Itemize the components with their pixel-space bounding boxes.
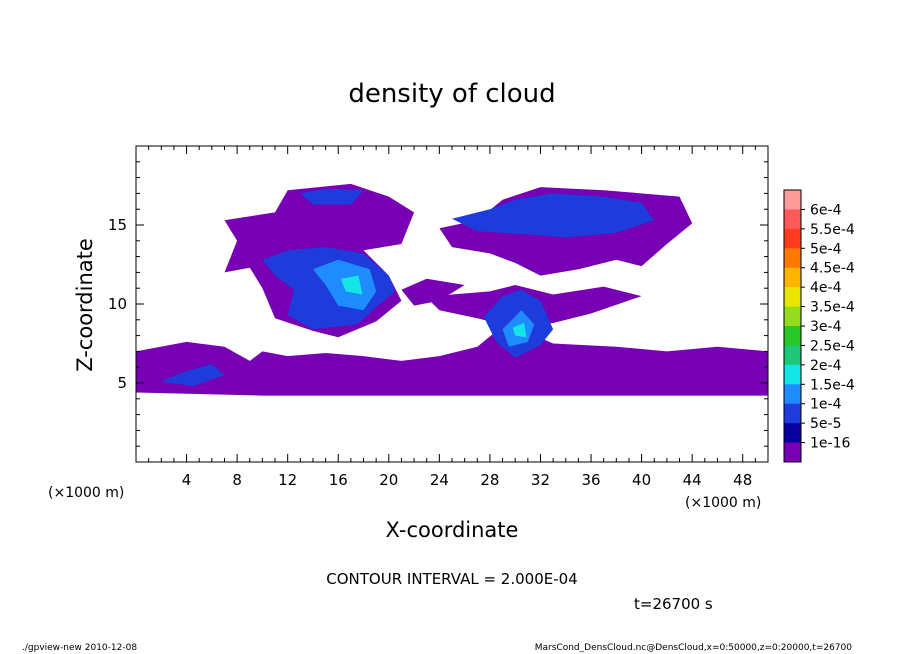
colorbar-label: 1e-16 xyxy=(810,436,850,452)
colorbar-label: 1e-4 xyxy=(810,397,842,413)
x-unit-label-left: (×1000 m) xyxy=(48,485,124,501)
colorbar-swatch xyxy=(784,326,801,346)
contour-regions xyxy=(136,183,768,396)
colorbar-label: 3.5e-4 xyxy=(810,300,855,316)
colorbar-swatch xyxy=(784,267,801,288)
y-axis: 5 10 15 xyxy=(108,161,768,447)
colorbar-swatch xyxy=(784,345,801,366)
colorbar-label: 2.5e-4 xyxy=(810,338,855,354)
colorbar-swatch xyxy=(784,306,801,327)
colorbar: 6e-4 5.5e-4 5e-4 4.5e-4 4e-4 3.5e-4 3e-4 2.5e-4… xyxy=(783,189,855,463)
colorbar-swatch xyxy=(784,403,801,424)
y-axis-label: Z-coordinate xyxy=(73,238,97,372)
x-tick-label: 40 xyxy=(632,471,651,489)
x-axis: 4 8 12 16 20 24 28 32 36 40 44 48 xyxy=(148,146,756,489)
x-tick-label: 20 xyxy=(379,471,398,489)
x-axis-label: X-coordinate xyxy=(386,518,519,542)
colorbar-label: 1.5e-4 xyxy=(810,377,855,393)
contour-region-0-0 xyxy=(136,326,768,396)
colorbar-swatch xyxy=(784,384,801,405)
contour-region-1-3 xyxy=(300,188,364,205)
contour-region-0-4 xyxy=(401,278,465,306)
contour-interval-text: CONTOUR INTERVAL = 2.000E-04 xyxy=(326,570,577,588)
colorbar-swatch xyxy=(784,190,801,210)
colorbar-label: 5e-4 xyxy=(810,241,842,257)
colorbar-label: 3e-4 xyxy=(810,319,842,335)
footer-left-text: ./gpview-new 2010-12-08 xyxy=(22,643,138,653)
y-tick-label: 15 xyxy=(108,216,127,234)
x-tick-label: 28 xyxy=(480,471,499,489)
contour-region-3-0 xyxy=(340,275,363,295)
colorbar-swatch xyxy=(784,287,801,308)
y-tick-label: 5 xyxy=(117,374,127,392)
x-tick-label: 44 xyxy=(683,471,702,489)
chart-title: density of cloud xyxy=(348,79,555,109)
x-unit-label-right: (×1000 m) xyxy=(685,495,761,511)
contour-region-1-1 xyxy=(452,193,655,238)
x-tick-label: 48 xyxy=(733,471,752,489)
colorbar-label: 2e-4 xyxy=(810,358,842,374)
contour-region-3-1 xyxy=(512,323,527,338)
colorbar-label: 5.5e-4 xyxy=(810,222,855,238)
x-tick-label: 16 xyxy=(329,471,348,489)
colorbar-swatch xyxy=(784,423,801,444)
x-tick-label: 8 xyxy=(232,471,242,489)
y-tick-label: 10 xyxy=(108,295,127,313)
colorbar-swatch xyxy=(784,442,801,463)
colorbar-label: 5e-5 xyxy=(810,416,841,432)
x-tick-label: 36 xyxy=(581,471,600,489)
colorbar-swatch xyxy=(784,228,801,249)
colorbar-swatch xyxy=(784,364,801,385)
footer-right-text: MarsCond_DensCloud.nc@DensCloud,x=0:5000… xyxy=(534,643,852,653)
time-label: t=26700 s xyxy=(634,595,713,613)
contour-region-1-4 xyxy=(161,364,225,387)
colorbar-label: 4e-4 xyxy=(810,280,842,296)
x-tick-label: 24 xyxy=(430,471,449,489)
colorbar-label: 4.5e-4 xyxy=(810,261,855,277)
x-tick-label: 12 xyxy=(278,471,297,489)
colorbar-label: 6e-4 xyxy=(810,202,842,218)
colorbar-swatch xyxy=(784,209,801,230)
x-tick-label: 32 xyxy=(531,471,550,489)
colorbar-swatch xyxy=(784,248,801,269)
x-tick-label: 4 xyxy=(182,471,192,489)
